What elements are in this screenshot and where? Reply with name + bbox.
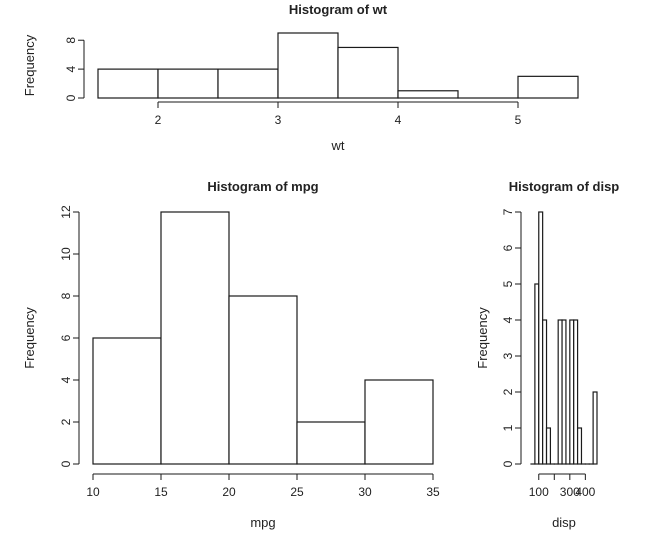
chart-title-disp: Histogram of disp xyxy=(509,179,620,194)
bar-mpg-0 xyxy=(92,337,162,465)
y-tick-label-wt-8: 8 xyxy=(64,37,78,44)
x-tick-label-mpg-10: 10 xyxy=(86,485,100,499)
x-axis-label-mpg: mpg xyxy=(250,515,275,530)
y-tick-label-disp-0: 0 xyxy=(501,460,515,467)
y-tick-label-disp-5: 5 xyxy=(501,280,515,287)
x-tick-label-wt-4: 4 xyxy=(395,113,402,127)
x-tick-label-mpg-20: 20 xyxy=(222,485,236,499)
x-tick-label-mpg-25: 25 xyxy=(290,485,304,499)
x-tick-label-wt-2: 2 xyxy=(155,113,162,127)
y-tick-label-mpg-6: 6 xyxy=(59,334,73,341)
bar-mpg-3 xyxy=(296,421,366,465)
bar-disp-11 xyxy=(573,319,579,465)
y-tick-label-mpg-8: 8 xyxy=(59,292,73,299)
bar-disp-4 xyxy=(545,427,552,465)
y-tick-label-disp-4: 4 xyxy=(501,316,515,323)
chart-title-mpg: Histogram of mpg xyxy=(207,179,318,194)
bar-disp-16 xyxy=(592,391,598,465)
y-tick-label-wt-4: 4 xyxy=(64,65,78,72)
y-axis-label-wt: Frequency xyxy=(22,34,37,96)
x-tick-label-mpg-15: 15 xyxy=(154,485,168,499)
y-tick-label-disp-3: 3 xyxy=(501,352,515,359)
y-tick-label-mpg-4: 4 xyxy=(59,376,73,383)
y-axis-label-mpg: Frequency xyxy=(22,307,37,369)
bar-wt-0 xyxy=(97,68,159,99)
x-tick-label-disp-100: 100 xyxy=(529,485,549,499)
x-axis-label-wt: wt xyxy=(331,138,345,153)
y-tick-label-mpg-0: 0 xyxy=(59,460,73,467)
y-axis-label-disp: Frequency xyxy=(475,307,490,369)
bar-disp-8 xyxy=(561,319,567,465)
bar-wt-2 xyxy=(217,68,279,99)
y-tick-label-mpg-10: 10 xyxy=(59,247,73,261)
chart-title-wt: Histogram of wt xyxy=(289,2,388,17)
y-tick-label-mpg-12: 12 xyxy=(59,205,73,219)
x-tick-label-mpg-35: 35 xyxy=(426,485,440,499)
x-axis-label-disp: disp xyxy=(552,515,576,530)
bar-mpg-4 xyxy=(364,379,434,465)
bar-mpg-2 xyxy=(228,295,298,465)
bar-wt-3 xyxy=(277,32,339,99)
bar-mpg-1 xyxy=(160,211,230,465)
x-tick-label-wt-3: 3 xyxy=(275,113,282,127)
y-tick-label-disp-6: 6 xyxy=(501,244,515,251)
x-tick-label-wt-5: 5 xyxy=(515,113,522,127)
bar-wt-4 xyxy=(337,46,399,99)
y-tick-label-disp-2: 2 xyxy=(501,388,515,395)
y-tick-label-wt-0: 0 xyxy=(64,94,78,101)
x-tick-label-disp-400: 400 xyxy=(575,485,595,499)
y-tick-label-disp-7: 7 xyxy=(501,208,515,215)
bar-disp-3 xyxy=(542,319,548,465)
bar-wt-5 xyxy=(397,90,459,99)
bar-wt-7 xyxy=(517,75,579,99)
bar-disp-12 xyxy=(576,427,583,465)
x-tick-label-mpg-30: 30 xyxy=(358,485,372,499)
bar-wt-1 xyxy=(157,68,219,99)
x-tick-label-disp-300: 300 xyxy=(560,485,580,499)
y-tick-label-mpg-2: 2 xyxy=(59,418,73,425)
y-tick-label-disp-1: 1 xyxy=(501,424,515,431)
